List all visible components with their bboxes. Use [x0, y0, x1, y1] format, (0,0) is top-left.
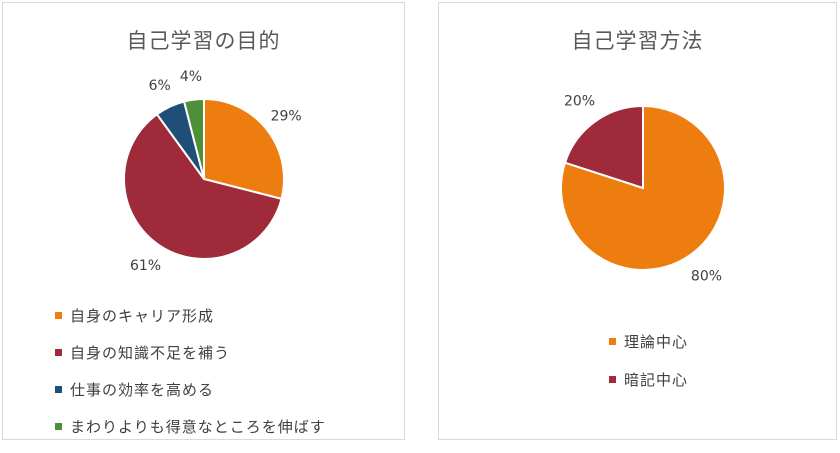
legend-item: 理論中心 [609, 331, 688, 351]
pie-slice [203, 98, 285, 200]
legend-swatch [55, 385, 62, 393]
chart-panel-method: 自己学習方法 80% 20% 理論中心 暗記中心 [438, 2, 837, 440]
legend-label: 仕事の効率を高める [70, 380, 215, 399]
pie-chart: 80% 20% [560, 94, 726, 284]
legend-label: まわりよりも得意なところを伸ばす [70, 417, 326, 436]
data-label: 20% [564, 94, 595, 110]
legend-label: 自身の知識不足を補う [70, 343, 231, 362]
chart-legend: 自身のキャリア形成 自身の知識不足を補う 仕事の効率を高める まわりよりも得意な… [55, 305, 326, 453]
legend-swatch [55, 422, 62, 430]
legend-item: 暗記中心 [609, 369, 688, 389]
legend-label: 自身のキャリア形成 [70, 306, 215, 325]
chart-title: 自己学習の目的 [126, 29, 281, 53]
data-label: 6% [149, 78, 171, 94]
legend-label: 理論中心 [624, 332, 689, 351]
legend-swatch [609, 375, 616, 383]
legend-swatch [55, 348, 62, 356]
chart-legend: 理論中心 暗記中心 [609, 331, 688, 407]
data-label: 80% [691, 268, 722, 284]
legend-swatch [609, 337, 616, 345]
legend-item: 仕事の効率を高める [55, 379, 326, 399]
legend-item: 自身の知識不足を補う [55, 342, 326, 362]
legend-item: 自身のキャリア形成 [55, 305, 326, 325]
pie-chart: 29% 61% 6% 4% [123, 69, 302, 274]
data-label: 61% [130, 258, 161, 274]
chart-panel-purpose: 自己学習の目的 29% 61% 6% 4% 自身のキャリア形成 自身の知識不足を補う … [2, 2, 405, 440]
pie-slice [564, 105, 644, 189]
legend-item: まわりよりも得意なところを伸ばす [55, 416, 326, 436]
legend-label: 暗記中心 [624, 370, 689, 389]
pie-slice [123, 113, 283, 260]
legend-swatch [55, 311, 62, 319]
data-label: 4% [180, 69, 202, 85]
data-label: 29% [271, 108, 302, 124]
chart-title: 自己学習方法 [571, 29, 704, 53]
pie-slice [183, 98, 205, 180]
